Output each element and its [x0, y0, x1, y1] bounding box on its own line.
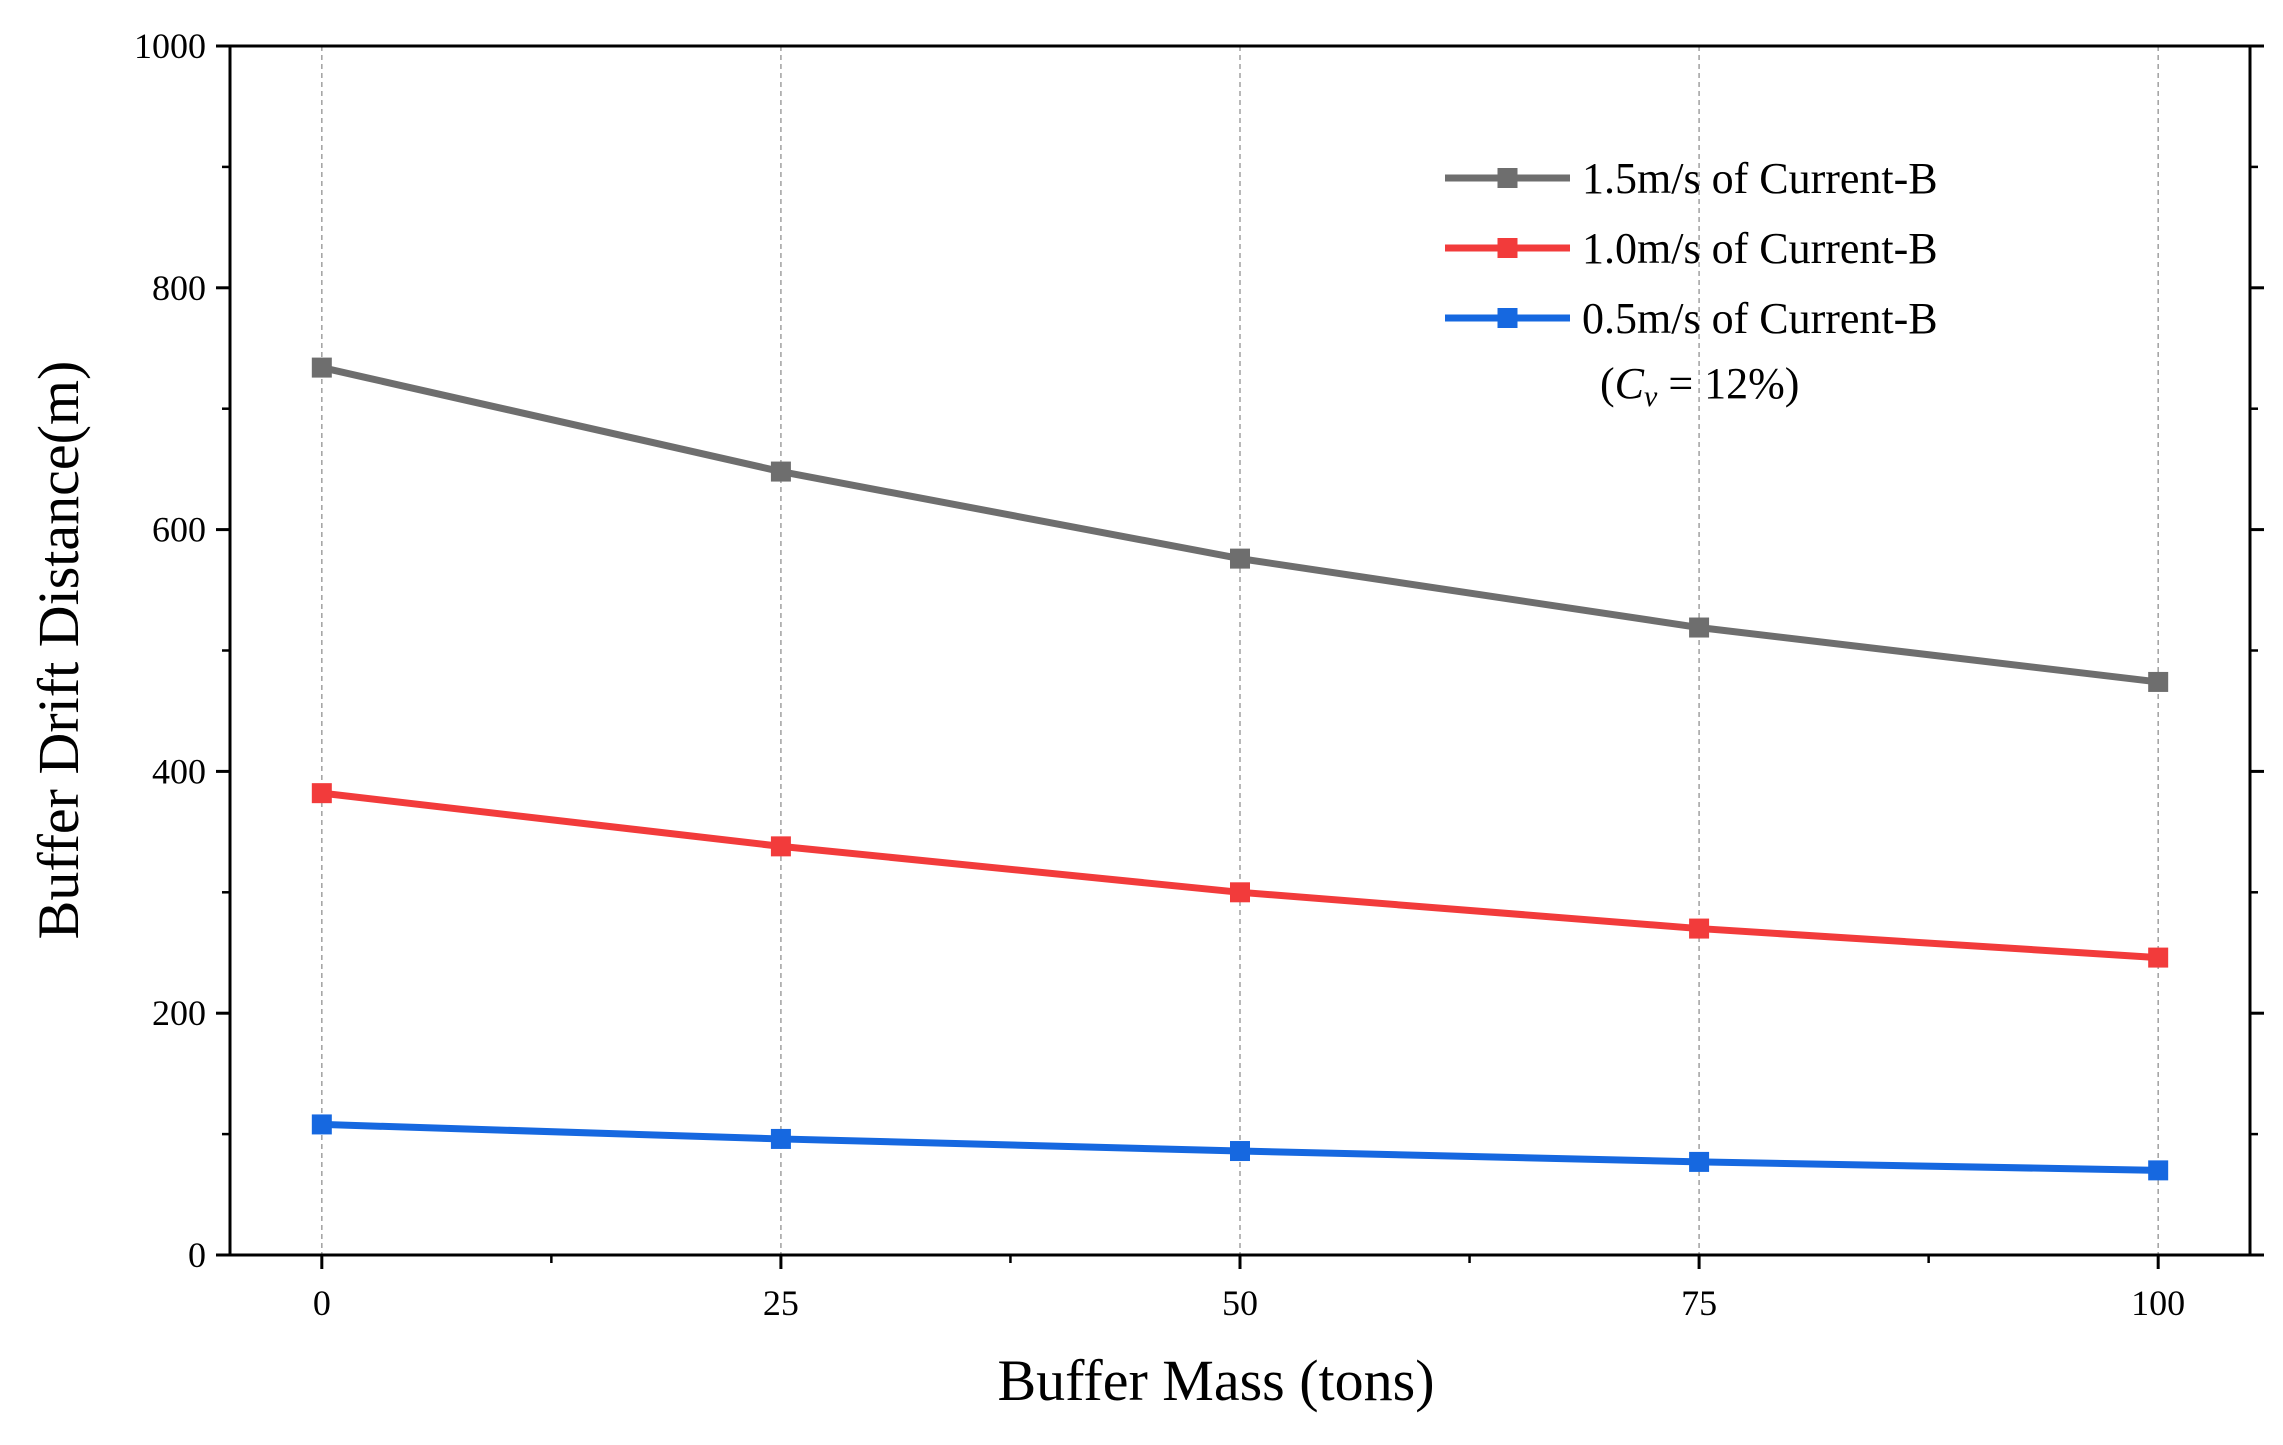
legend-label: 0.5m/s of Current-B: [1582, 294, 1938, 343]
series-1: [311, 357, 2169, 692]
data-point: [2148, 1160, 2169, 1181]
series-group: [311, 357, 2169, 1181]
legend-item: 1.0m/s of Current-B: [1445, 224, 1938, 273]
x-tick-label: 100: [2131, 1283, 2185, 1323]
data-point: [1230, 1141, 1250, 1162]
legend-swatch-marker: [1497, 238, 1518, 258]
data-point: [1689, 918, 1710, 939]
x-axis-title: Buffer Mass (tons): [997, 1348, 1434, 1413]
x-tick-label: 0: [313, 1283, 331, 1323]
data-point: [1230, 882, 1250, 903]
data-point: [311, 357, 332, 378]
x-tick-label: 25: [763, 1283, 799, 1323]
legend-item: 0.5m/s of Current-B: [1445, 294, 1938, 343]
legend: 1.5m/s of Current-B 1.0m/s of Current-B 0.…: [1445, 154, 1938, 343]
data-point: [770, 1128, 791, 1149]
y-tick-label: 1000: [134, 26, 206, 66]
legend-swatch-marker: [1497, 308, 1518, 328]
data-point: [770, 836, 791, 857]
legend-note: (Cv = 12%): [1600, 359, 1799, 413]
data-point: [2148, 947, 2169, 968]
y-tick-label: 800: [152, 268, 206, 308]
legend-note-variable: C: [1615, 359, 1645, 408]
y-tick-label: 0: [188, 1235, 206, 1275]
x-tick-label: 50: [1222, 1283, 1258, 1323]
data-point: [311, 1114, 332, 1135]
legend-label: 1.0m/s of Current-B: [1582, 224, 1938, 273]
data-point: [1689, 617, 1710, 638]
y-tick-label: 200: [152, 993, 206, 1033]
legend-note-suffix: = 12%): [1657, 359, 1799, 408]
y-tick-label: 600: [152, 510, 206, 550]
data-point: [770, 461, 791, 482]
legend-note-subscript: v: [1644, 380, 1658, 413]
data-point: [1230, 548, 1250, 569]
data-point: [2148, 671, 2169, 692]
series-2: [311, 783, 2169, 968]
legend-swatch-marker: [1497, 168, 1518, 188]
data-point: [1689, 1151, 1710, 1172]
y-axis-title: Buffer Drift Distance(m): [26, 361, 91, 940]
legend-label: 1.5m/s of Current-B: [1582, 154, 1938, 203]
series-3: [311, 1114, 2169, 1181]
x-tick-label: 75: [1681, 1283, 1717, 1323]
legend-note-prefix: (: [1600, 359, 1615, 408]
grid: [321, 46, 2159, 1255]
legend-item: 1.5m/s of Current-B: [1445, 154, 1938, 203]
y-tick-label: 400: [152, 751, 206, 791]
data-point: [311, 783, 332, 804]
